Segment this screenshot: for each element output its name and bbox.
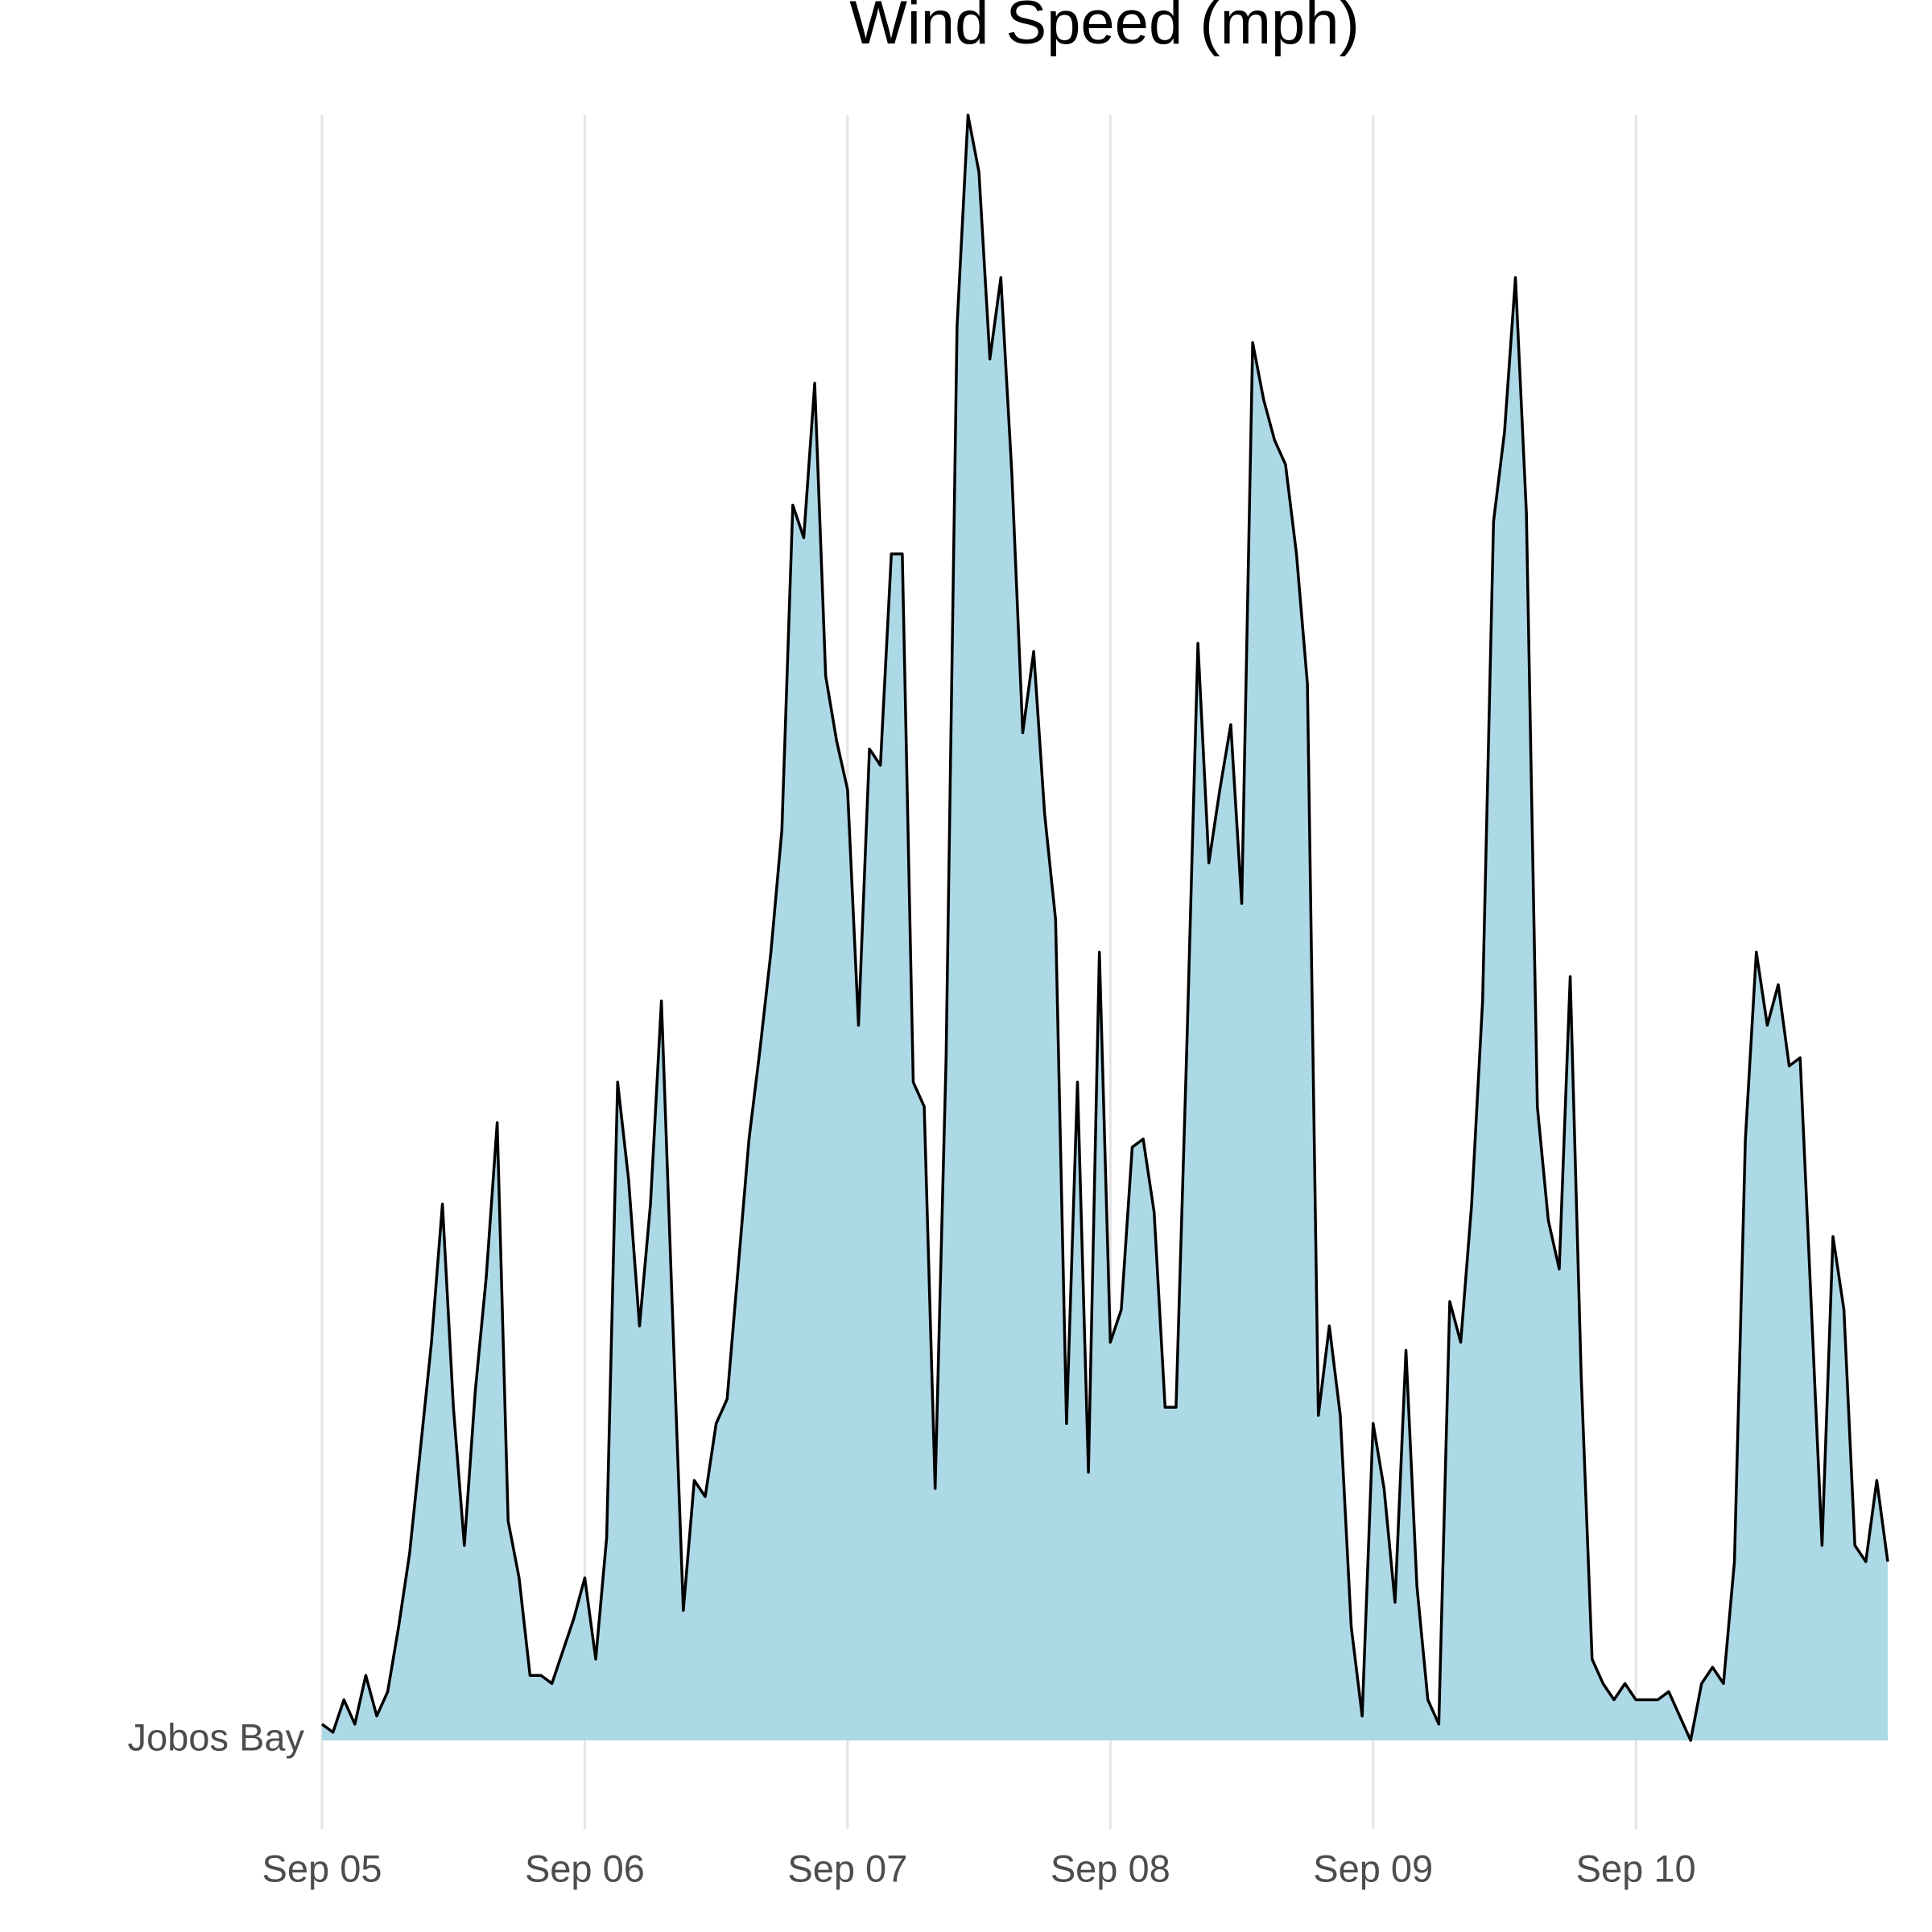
line (320, 114, 1889, 1742)
x-tick-label: Sep 09 (1313, 1847, 1433, 1889)
area (322, 115, 1888, 1740)
x-tick-label: Sep 07 (787, 1847, 907, 1889)
plot-area (320, 114, 1889, 1742)
x-tick-label: Sep 08 (1051, 1847, 1170, 1889)
x-tick-label: Sep 05 (262, 1847, 382, 1889)
chart-title: Wind Speed (mph) (849, 0, 1360, 57)
y-category-label: Jobos Bay (128, 1715, 305, 1758)
x-tick-label: Sep 10 (1576, 1847, 1696, 1889)
x-tick-label: Sep 06 (525, 1847, 645, 1889)
axis-labels: Sep 05 Sep 06 Sep 07 Sep 08 Sep 09 Sep 10 Jobo… (128, 1715, 1696, 1889)
